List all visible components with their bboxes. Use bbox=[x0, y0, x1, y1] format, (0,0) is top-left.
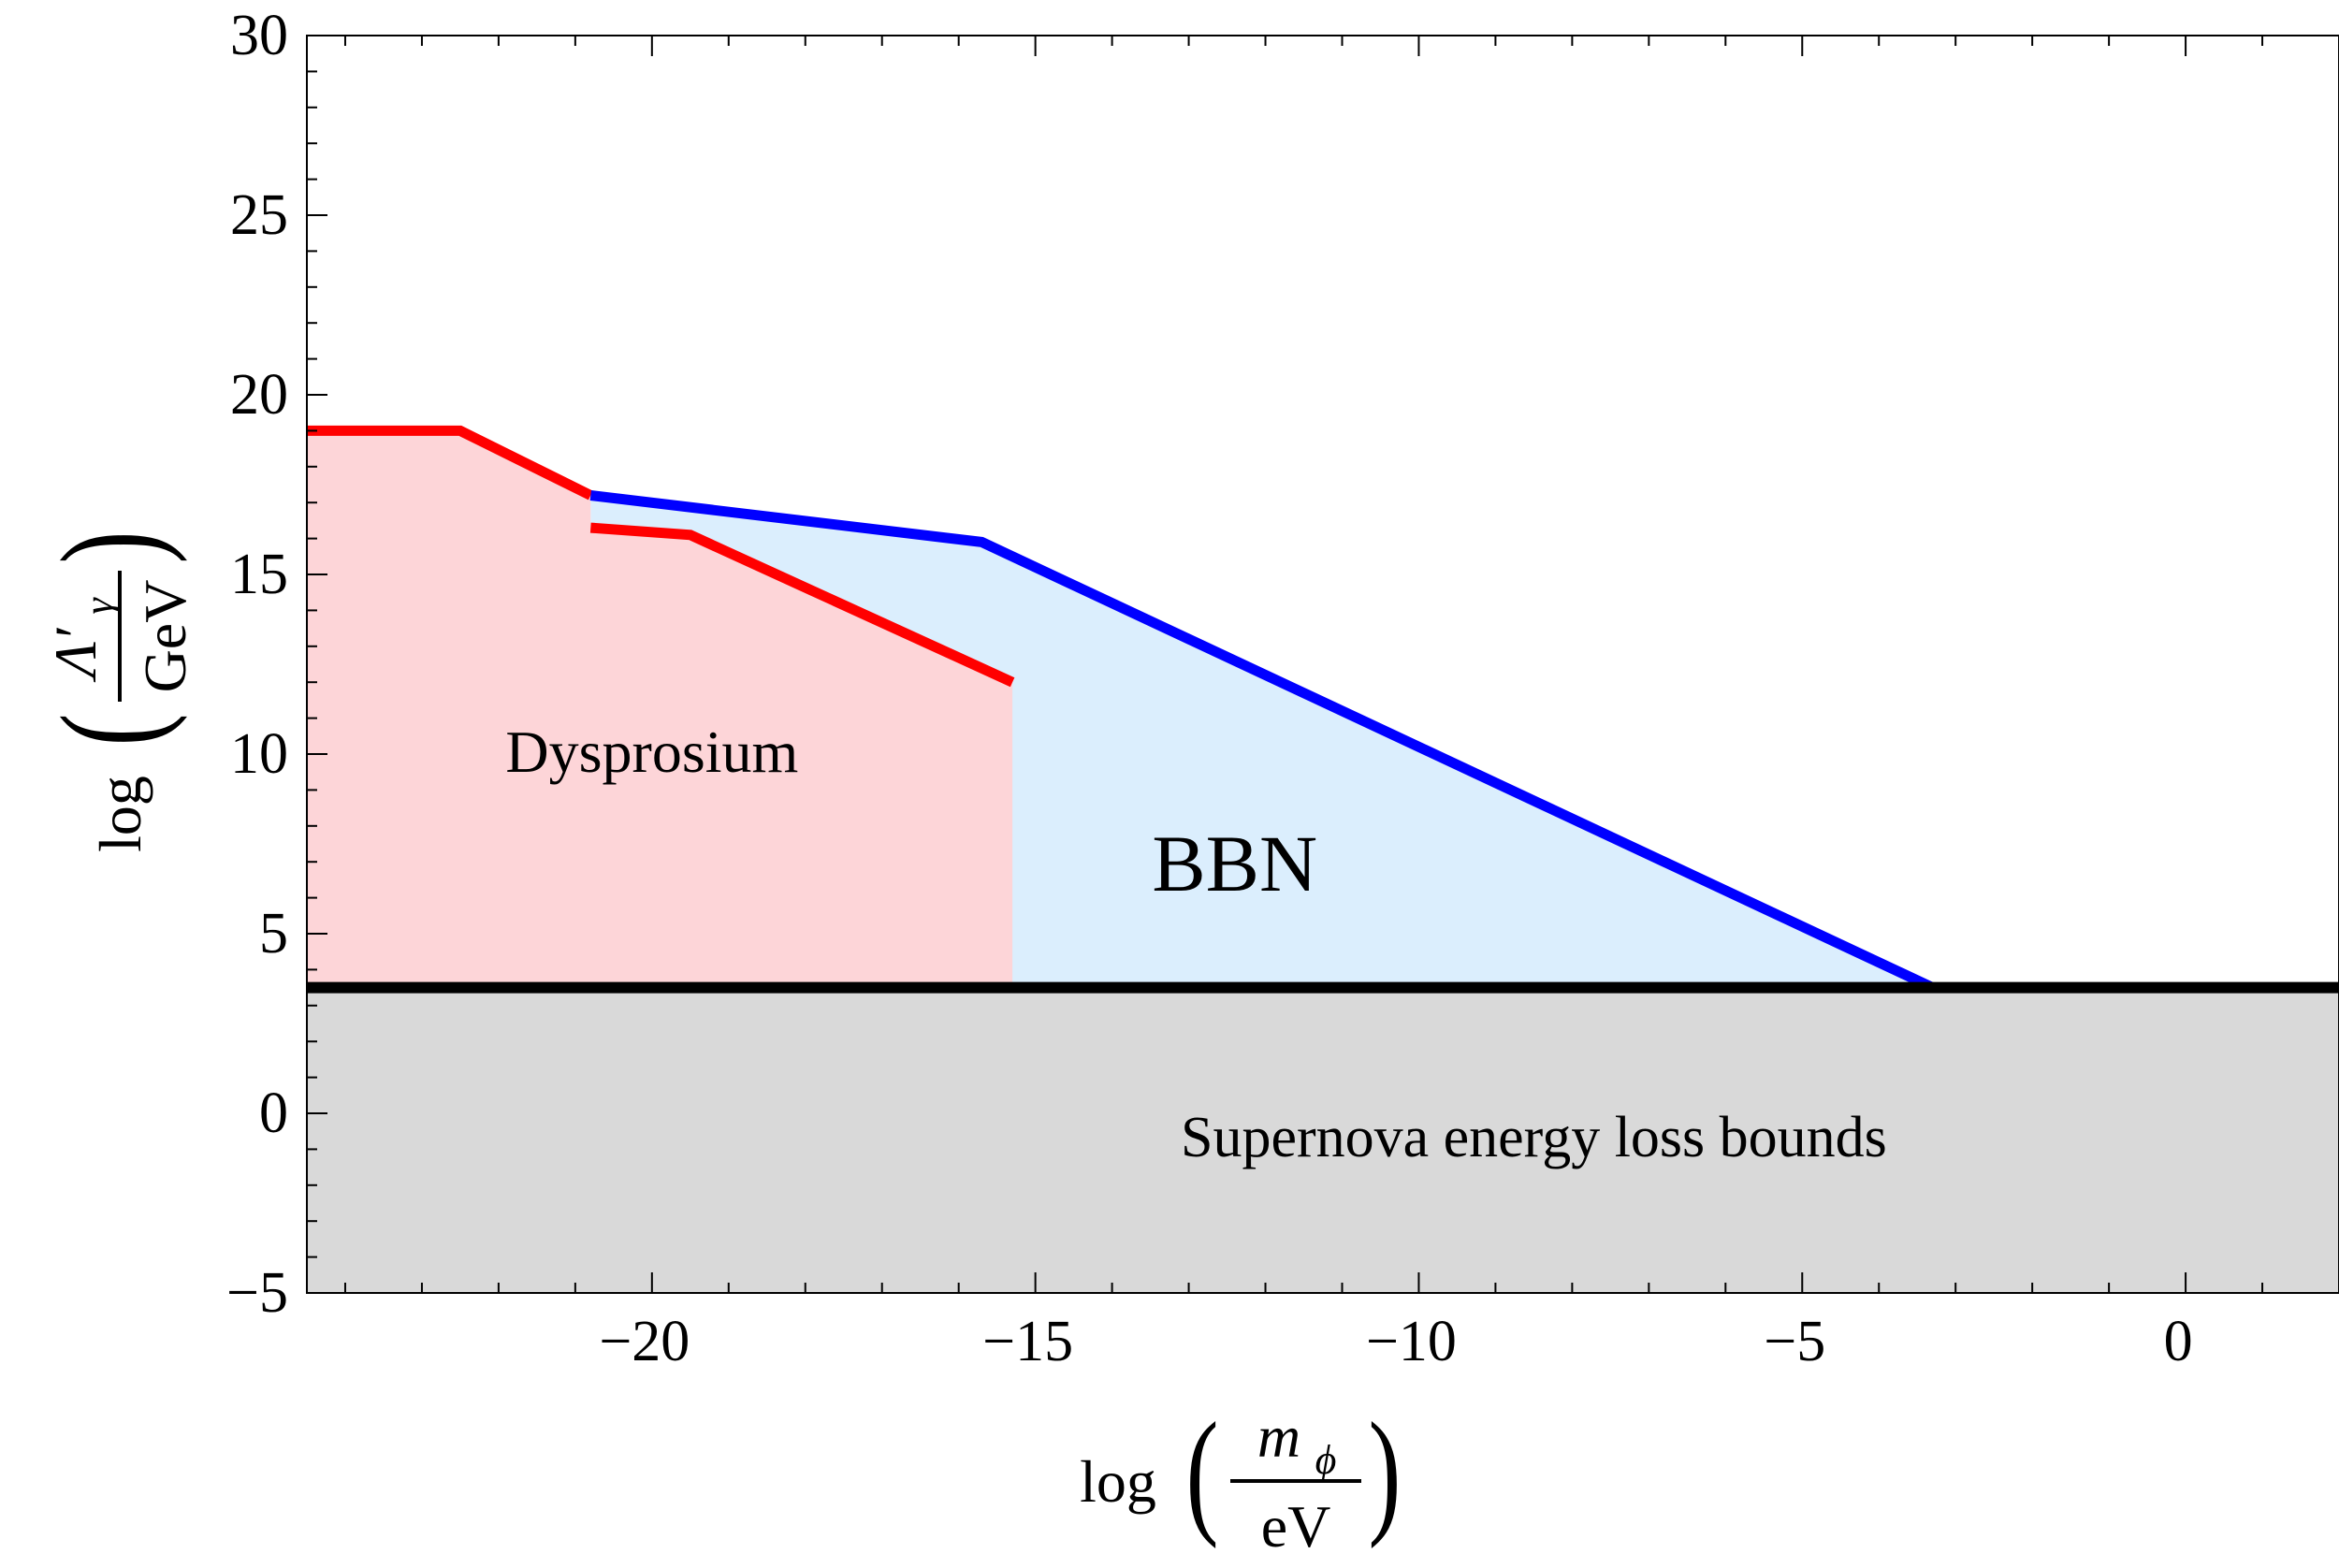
y-tick-label: 5 bbox=[259, 902, 288, 965]
y-tick-label: 15 bbox=[230, 543, 288, 606]
y-axis-title: log ( Λ′ γ GeV) bbox=[34, 531, 198, 852]
y-axis-title-numerator-sub: γ bbox=[76, 597, 122, 615]
y-tick-label: −5 bbox=[226, 1261, 288, 1325]
boundary-lines bbox=[307, 425, 2339, 994]
y-axis-title-denominator: GeV bbox=[132, 580, 198, 693]
axis-ticks: −20 −15 −10 −5 0 −5 0 5 10 15 20 25 30 bbox=[226, 4, 2339, 1373]
region-fills bbox=[307, 430, 2339, 1293]
y-axis-title-paren-right: ) bbox=[34, 531, 189, 564]
region-labels: Supernova energy loss bounds BBN Dysprosiu… bbox=[505, 719, 1886, 1169]
y-tick-label: 0 bbox=[259, 1082, 288, 1145]
plot-frame bbox=[306, 35, 2339, 1294]
dysprosium-region-fill bbox=[307, 430, 1013, 988]
bbn-boundary-line bbox=[589, 490, 1935, 993]
y-tick-label: 10 bbox=[230, 722, 288, 786]
x-tick-label: −20 bbox=[599, 1310, 690, 1373]
x-tick-label: −10 bbox=[1366, 1310, 1457, 1373]
x-axis-title-prefix: log bbox=[1080, 1448, 1156, 1515]
x-axis-title-numerator: m bbox=[1257, 1403, 1300, 1470]
x-tick-label: −15 bbox=[982, 1310, 1073, 1373]
x-axis-title-paren-left: ( bbox=[1186, 1395, 1219, 1550]
y-tick-label: 25 bbox=[230, 183, 288, 247]
dysprosium-lower-line bbox=[589, 522, 1015, 688]
x-axis-title-numerator-sub: ϕ bbox=[1315, 1437, 1337, 1483]
y-tick-label: 30 bbox=[230, 4, 288, 67]
bbn-region-label: BBN bbox=[1152, 819, 1317, 908]
y-axis-title-numerator: Λ′ bbox=[42, 628, 109, 683]
supernova-region-fill bbox=[307, 987, 2339, 1293]
x-tick-label: 0 bbox=[2164, 1310, 2193, 1373]
dysprosium-upper-line bbox=[307, 425, 593, 501]
x-axis-title-paren-right: ) bbox=[1369, 1395, 1402, 1550]
y-axis-title-prefix: log bbox=[87, 776, 153, 852]
dysprosium-region-label: Dysprosium bbox=[505, 719, 798, 785]
x-axis-title-denominator: eV bbox=[1261, 1493, 1331, 1560]
y-axis-title-paren-left: ( bbox=[34, 714, 189, 747]
supernova-region-label: Supernova energy loss bounds bbox=[1181, 1106, 1887, 1169]
x-tick-label: −5 bbox=[1764, 1310, 1825, 1373]
x-axis-title: log ( m ϕ eV) bbox=[1080, 1395, 1401, 1560]
axis-titles: log ( m ϕ eV) log ( Λ′ γ GeV) bbox=[34, 531, 1402, 1560]
y-tick-label: 20 bbox=[230, 363, 288, 427]
